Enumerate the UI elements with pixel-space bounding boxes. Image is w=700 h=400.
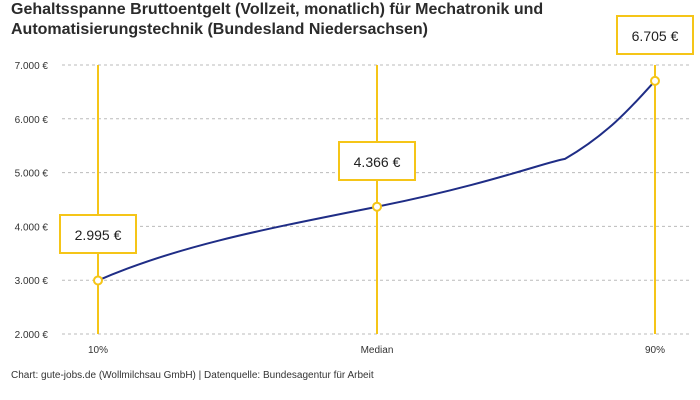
- y-tick-label: 6.000 €: [15, 115, 49, 126]
- data-point: [650, 75, 660, 86]
- y-tick-label: 7.000 €: [15, 61, 49, 72]
- y-tick-label: 2.000 €: [15, 330, 49, 341]
- y-tick-label: 5.000 €: [15, 169, 49, 180]
- data-point: [93, 275, 103, 286]
- data-label: 6.705 €: [632, 28, 679, 44]
- data-label: 4.366 €: [354, 154, 401, 170]
- data-point: [372, 201, 382, 212]
- data-label-box: [59, 214, 137, 254]
- x-tick-label: Median: [361, 345, 394, 356]
- x-axis-ticks: 10% Median 90%: [88, 345, 665, 356]
- y-tick-label: 4.000 €: [15, 222, 49, 233]
- series-line: [97, 80, 656, 282]
- y-tick-label: 3.000 €: [15, 276, 49, 287]
- series-layer: [93, 75, 660, 286]
- data-label-box: [616, 15, 694, 55]
- data-label: 2.995 €: [75, 227, 122, 243]
- x-tick-label: 90%: [645, 345, 665, 356]
- data-labels: 2.995 € 4.366 € 6.705 €: [59, 15, 694, 254]
- category-lines: [97, 65, 656, 334]
- chart-title: Gehaltsspanne Bruttoentgelt (Vollzeit, m…: [11, 1, 544, 38]
- chart-footer: Chart: gute-jobs.de (Wollmilchsau GmbH) …: [11, 370, 374, 381]
- x-tick-label: 10%: [88, 345, 108, 356]
- data-label-box: [338, 141, 416, 181]
- y-axis-ticks: 2.000 € 3.000 € 4.000 € 5.000 € 6.000 € 7.000…: [15, 61, 49, 341]
